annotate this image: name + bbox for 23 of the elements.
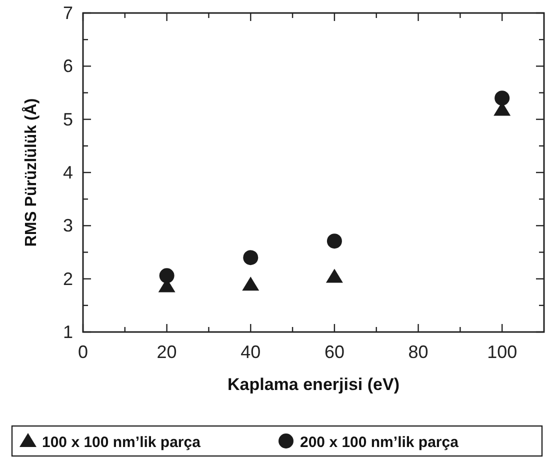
y-tick-label: 6 (62, 56, 73, 76)
y-tick-label: 4 (62, 162, 73, 182)
y-tick-label: 2 (62, 268, 73, 289)
point (326, 268, 343, 283)
point (159, 268, 174, 284)
x-axis-title: Kaplama enerjisi (eV) (228, 375, 400, 394)
point (326, 234, 342, 249)
legend-label: 100 x 100 nm’lik parça (42, 434, 202, 451)
point (494, 90, 510, 106)
y-tick-label: 1 (62, 322, 73, 342)
point (242, 276, 260, 291)
legend-label: 200 x 100 nm’lik parça (300, 434, 460, 451)
x-tick-label: 80 (408, 342, 428, 362)
y-tick-label: 5 (62, 109, 73, 130)
point (243, 250, 258, 266)
y-tick-label: 3 (62, 216, 73, 236)
x-tick-label: 20 (156, 342, 177, 362)
x-tick-label: 0 (78, 342, 88, 362)
y-tick-label: 7 (62, 3, 73, 23)
x-tick-label: 100 (487, 342, 518, 362)
y-axis-title: RMS Pürüzlülük (Å) (21, 98, 40, 247)
x-tick-label: 60 (324, 342, 344, 362)
x-tick-label: 40 (240, 342, 261, 362)
